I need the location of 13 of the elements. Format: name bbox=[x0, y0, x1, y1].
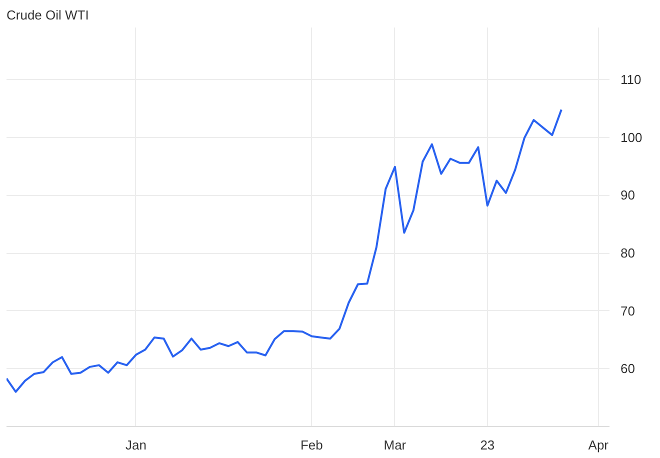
chart-title: Crude Oil WTI bbox=[6, 8, 89, 22]
y-tick-label: 100 bbox=[620, 130, 642, 145]
y-tick-label: 70 bbox=[620, 303, 635, 318]
x-tick-label: Apr bbox=[588, 438, 610, 452]
line-series bbox=[6, 108, 562, 393]
y-tick-label: 80 bbox=[620, 246, 635, 261]
x-tick-label: 23 bbox=[480, 438, 495, 452]
x-tick-label: Feb bbox=[300, 438, 323, 452]
x-tick-label: Jan bbox=[126, 438, 146, 452]
y-tick-label: 90 bbox=[620, 188, 635, 203]
x-tick-label: Mar bbox=[384, 438, 407, 452]
y-tick-label: 110 bbox=[620, 72, 642, 88]
y-tick-label: 60 bbox=[620, 361, 635, 376]
